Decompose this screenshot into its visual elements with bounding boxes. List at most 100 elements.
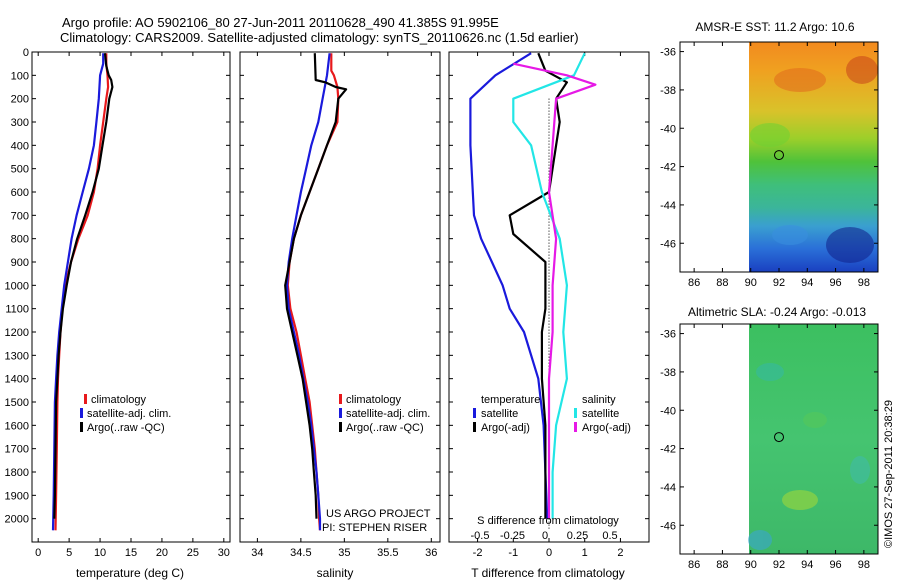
map-y-tick-label: -40 [660, 123, 676, 135]
sal-legend-satellite-swatch [339, 408, 342, 418]
depth-tick-label: 2000 [5, 514, 29, 526]
sla-map-title: Altimetric SLA: -0.24 Argo: -0.013 [688, 305, 866, 319]
depth-tick-label: 200 [11, 94, 29, 106]
legend-satellite-swatch [80, 408, 83, 418]
x-tick-label: 34.5 [290, 547, 311, 559]
salinity-panel: 34 34.5 35 35.5 36 salinity climatology sate… [239, 51, 441, 580]
depth-tick-label: 1200 [5, 327, 29, 339]
temperature-legend: climatology satellite-adj. clim. Argo(..… [80, 394, 171, 434]
series-satellite-adj-clim [285, 53, 331, 531]
sst-map-ticks: 86 88 90 92 94 96 98 -36 -38 -40 -42 -44 -46 [660, 42, 878, 289]
s-tick-label: 0.5 [602, 530, 617, 542]
series-argo-raw-qc [53, 53, 114, 519]
sst-float-marker [774, 150, 784, 161]
difference-axis-ticks: -2 -1 0 1 2 [473, 52, 623, 559]
map-x-tick-label: 94 [801, 277, 813, 289]
x-tick-label: 0 [546, 547, 552, 559]
legend-s-argo-swatch [574, 422, 577, 432]
legend-t-satellite-swatch [473, 408, 476, 418]
depth-tick-label: 1000 [5, 280, 29, 292]
s-difference-label: S difference from climatology [477, 515, 619, 527]
s-tick-label: -0.25 [500, 530, 525, 542]
map-y-tick-label: -38 [660, 367, 676, 379]
map-y-tick-label: -38 [660, 85, 676, 97]
legend-argo-swatch [80, 422, 83, 432]
map-y-tick-label: -42 [660, 444, 676, 456]
temperature-plot-frame [31, 51, 231, 543]
sla-heatmap-patches [748, 363, 870, 550]
map-y-tick-label: -44 [660, 482, 676, 494]
legend-s-satellite-swatch [574, 408, 577, 418]
x-tick-label: 2 [617, 547, 623, 559]
series-salinity-satellite [512, 52, 586, 519]
sla-map-ticks: 86 88 90 92 94 96 98 -36 -38 -40 -42 -44 -46 [660, 324, 878, 571]
map-x-tick-label: 96 [829, 559, 841, 571]
x-tick-label: -1 [508, 547, 518, 559]
map-x-tick-label: 88 [716, 559, 728, 571]
salinity-plot-frame [239, 51, 441, 543]
depth-tick-label: 1800 [5, 467, 29, 479]
s-difference-ticks: -0.5 -0.25 0 0.25 0.5 [471, 530, 618, 542]
depth-tick-label: 0 [23, 47, 29, 59]
sst-map-title: AMSR-E SST: 11.2 Argo: 10.6 [695, 20, 855, 34]
legend-climatology-swatch [84, 394, 87, 404]
depth-tick-label: 100 [11, 70, 29, 82]
sla-patch-5 [850, 456, 870, 484]
depth-tick-label: 400 [11, 140, 29, 152]
sla-map-panel: Altimetric SLA: -0.24 Argo: -0.013 86 88 9… [660, 305, 879, 571]
x-tick-label: 0 [35, 547, 41, 559]
map-y-tick-label: -44 [660, 200, 676, 212]
salinity-legend: climatology satellite-adj. clim. Argo(..… [339, 394, 430, 434]
temperature-profiles [51, 53, 114, 531]
legend-salinity-title: salinity [582, 394, 616, 406]
legend-t-satellite: satellite [481, 408, 518, 420]
temperature-xlabel: temperature (deg C) [76, 566, 184, 580]
series-temperature-satellite [469, 52, 549, 519]
sla-patch-3 [782, 490, 818, 510]
sla-patch-4 [748, 530, 772, 550]
depth-tick-label: 1900 [5, 490, 29, 502]
depth-tick-label: 300 [11, 117, 29, 129]
sal-legend-argo: Argo(..raw -QC) [346, 422, 424, 434]
sla-float-marker [774, 432, 784, 443]
map-x-tick-label: 86 [688, 277, 700, 289]
x-tick-label: 35.5 [377, 547, 398, 559]
depth-tick-label: 1500 [5, 397, 29, 409]
sal-legend-satellite: satellite-adj. clim. [346, 408, 430, 420]
difference-profiles [469, 52, 597, 519]
timestamp-stamp: ©IMOS 27-Sep-2011 20:38:29 [883, 400, 895, 548]
header-line1: Argo profile: AO 5902106_80 27-Jun-2011 … [62, 15, 499, 30]
depth-tick-label: 1300 [5, 350, 29, 362]
s-tick-label: -0.5 [471, 530, 490, 542]
x-tick-label: 15 [125, 547, 137, 559]
map-x-tick-label: 98 [858, 277, 870, 289]
x-tick-label: 30 [218, 547, 230, 559]
sla-patch-1 [756, 363, 784, 381]
difference-depth-ticks [449, 51, 649, 520]
depth-tick-label: 1400 [5, 374, 29, 386]
legend-argo: Argo(..raw -QC) [87, 422, 165, 434]
map-x-tick-label: 88 [716, 277, 728, 289]
depth-tick-label: 900 [11, 257, 29, 269]
map-x-tick-label: 90 [745, 559, 757, 571]
x-tick-label: 10 [94, 547, 106, 559]
x-tick-label: 36 [425, 547, 437, 559]
sal-legend-climatology-swatch [339, 394, 342, 404]
x-tick-label: 5 [66, 547, 72, 559]
depth-tick-label: 500 [11, 164, 29, 176]
map-y-tick-label: -36 [660, 47, 676, 59]
legend-t-argo: Argo(-adj) [481, 422, 530, 434]
sst-cold-patch [826, 227, 874, 263]
map-y-tick-label: -36 [660, 329, 676, 341]
sla-patch-2 [803, 412, 827, 428]
depth-tick-label: 1600 [5, 420, 29, 432]
s-tick-label: 0 [542, 530, 548, 542]
salinity-profiles [284, 53, 348, 531]
map-y-tick-label: -42 [660, 162, 676, 174]
map-x-tick-label: 98 [858, 559, 870, 571]
x-tick-label: 35 [338, 547, 350, 559]
s-tick-label: 0.25 [567, 530, 588, 542]
sst-warm-band [774, 68, 826, 92]
legend-t-argo-swatch [473, 422, 476, 432]
